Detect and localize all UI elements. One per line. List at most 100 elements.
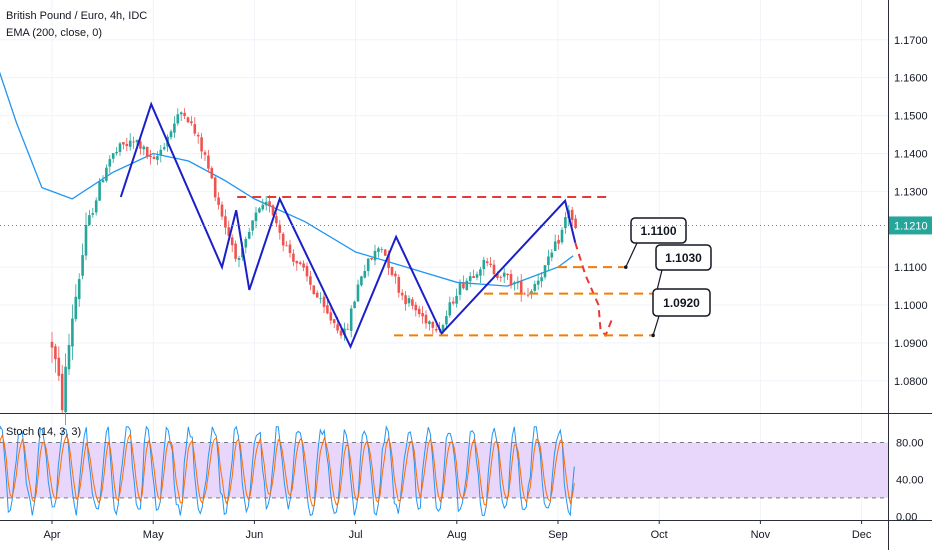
candle xyxy=(390,266,394,277)
candle-body xyxy=(227,227,231,236)
candle-body xyxy=(118,143,122,153)
candle xyxy=(67,333,71,375)
candle-body xyxy=(332,319,336,324)
candle xyxy=(360,275,363,287)
candle-body xyxy=(366,258,370,272)
candle xyxy=(179,111,183,121)
candle xyxy=(173,116,176,138)
candle-body xyxy=(465,280,469,290)
candle-body xyxy=(475,274,479,278)
candle xyxy=(407,295,411,307)
candle-body xyxy=(536,280,540,285)
candle xyxy=(156,151,159,165)
candle xyxy=(322,291,326,314)
candle xyxy=(319,292,322,304)
candle xyxy=(502,267,506,284)
candle xyxy=(509,269,513,289)
candle xyxy=(305,262,309,282)
candle-body xyxy=(101,180,105,183)
candle-body xyxy=(322,296,326,307)
candle-body xyxy=(445,316,448,325)
candle-body xyxy=(176,114,180,124)
candle xyxy=(145,146,149,160)
candle xyxy=(149,149,152,165)
candle-body xyxy=(526,294,530,296)
candle-body xyxy=(94,200,98,213)
candle xyxy=(115,147,118,156)
candle xyxy=(220,201,224,220)
candle-body xyxy=(230,237,234,246)
candle-body xyxy=(414,304,418,311)
callout-pointer xyxy=(625,242,638,268)
time-tick-label: Jun xyxy=(246,529,264,541)
candle-body xyxy=(380,249,384,251)
candle-body xyxy=(377,248,380,252)
candle xyxy=(105,164,108,183)
candle xyxy=(200,132,203,159)
candle xyxy=(183,108,186,119)
candle xyxy=(332,318,336,329)
candle-body xyxy=(417,308,421,315)
candle xyxy=(91,207,95,218)
candle-body xyxy=(77,279,81,300)
candle xyxy=(349,305,353,338)
candle xyxy=(128,133,132,151)
candle xyxy=(50,332,54,363)
callout-pointer xyxy=(652,315,660,336)
price-tick-label: 1.0900 xyxy=(894,338,928,350)
candle-body xyxy=(400,292,404,296)
candle-body xyxy=(547,256,550,266)
candle-body xyxy=(574,218,577,228)
candle-body xyxy=(149,155,152,158)
price-tick-label: 1.0800 xyxy=(894,376,928,388)
candle xyxy=(455,288,458,308)
candle-body xyxy=(458,282,462,295)
candle xyxy=(234,240,237,262)
time-tick-label: Nov xyxy=(751,529,771,541)
candle xyxy=(176,108,180,126)
candle xyxy=(74,284,78,322)
time-tick-label: Dec xyxy=(852,529,872,541)
candle xyxy=(251,220,254,236)
candle xyxy=(363,264,367,279)
candle xyxy=(326,300,329,315)
candle-body xyxy=(557,239,560,244)
candle xyxy=(485,257,489,267)
time-tick-label: Aug xyxy=(447,529,467,541)
candle xyxy=(210,165,214,180)
candle xyxy=(224,209,227,235)
candle xyxy=(288,239,292,258)
candle-body xyxy=(81,255,84,276)
candle-body xyxy=(152,156,156,160)
candle-body xyxy=(339,330,343,336)
candle xyxy=(366,258,370,277)
candle xyxy=(186,116,190,124)
candle xyxy=(118,141,122,156)
stoch-tick-label: 40.00 xyxy=(896,474,924,486)
candle xyxy=(445,310,448,330)
candle-body xyxy=(207,155,210,169)
candle xyxy=(285,241,288,247)
candle xyxy=(213,176,217,202)
candle xyxy=(162,142,166,151)
candle xyxy=(356,279,360,302)
candle-body xyxy=(179,112,183,115)
candle xyxy=(122,141,125,150)
candle-body xyxy=(193,124,197,134)
candle xyxy=(142,144,146,156)
candle-body xyxy=(496,273,499,279)
candle-body xyxy=(543,265,547,278)
candle-body xyxy=(169,131,173,138)
candle xyxy=(458,279,462,301)
candle-body xyxy=(506,273,509,276)
candle-body xyxy=(513,282,516,285)
candle-body xyxy=(353,301,356,308)
candle-body xyxy=(553,241,557,251)
candle-body xyxy=(254,212,258,222)
time-tick-label: Sep xyxy=(548,529,568,541)
candle-body xyxy=(298,262,302,265)
candle-body xyxy=(135,140,139,143)
candle-body xyxy=(485,261,489,264)
candle-body xyxy=(261,204,265,210)
candle xyxy=(417,305,421,318)
